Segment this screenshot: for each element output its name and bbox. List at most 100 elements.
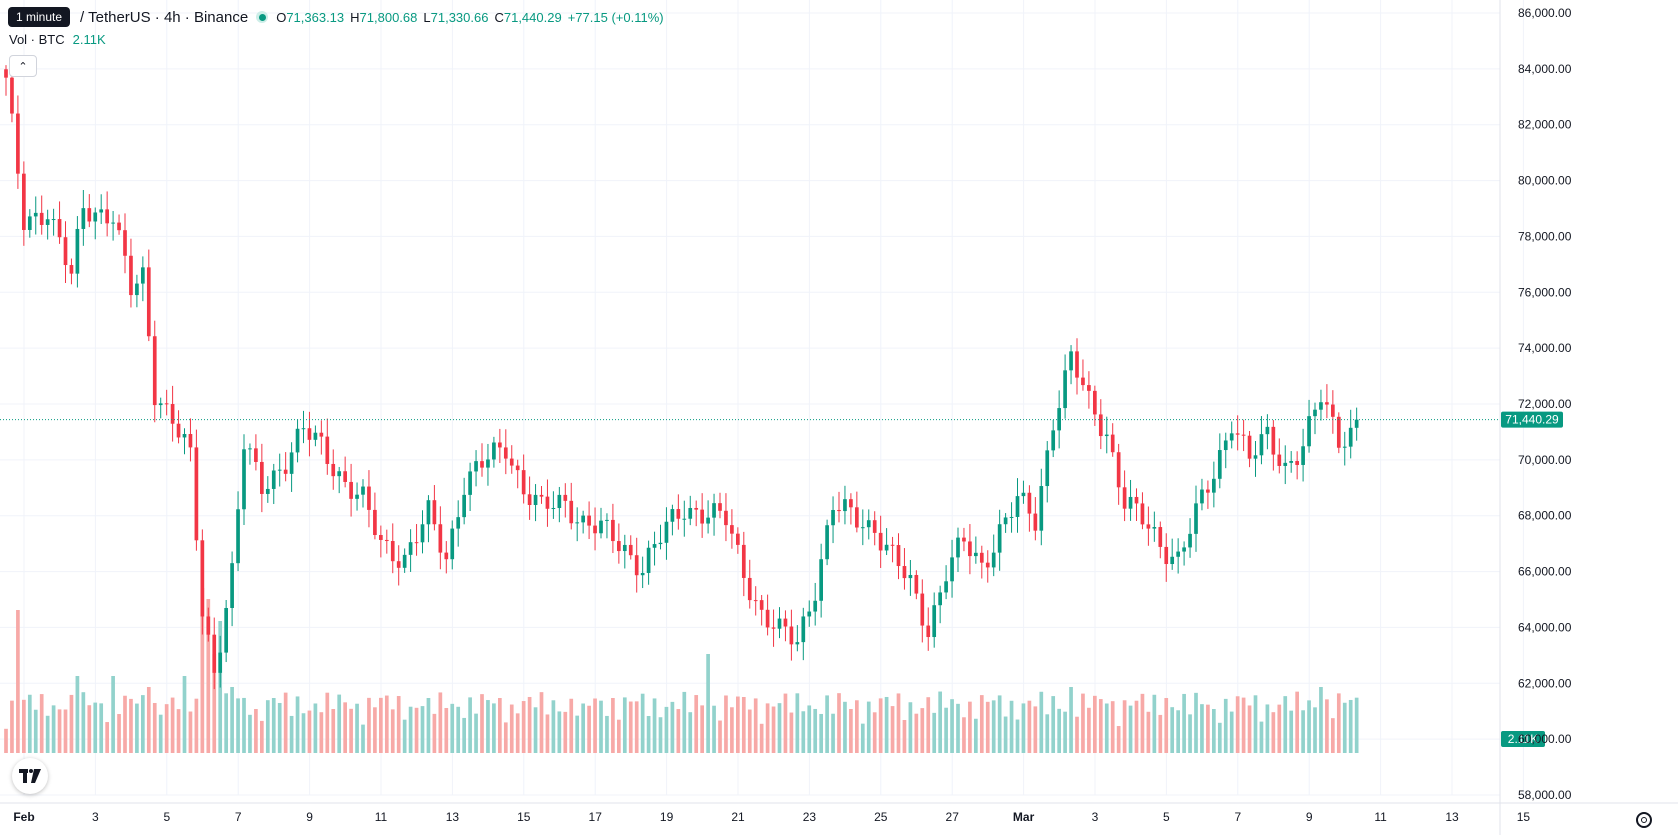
candle-body — [944, 581, 948, 593]
volume-bar — [1313, 707, 1317, 753]
candle-body — [27, 216, 32, 230]
candle-body — [1051, 430, 1056, 451]
candle-body — [1265, 426, 1270, 435]
volume-bar — [200, 588, 205, 753]
volume-bar — [1081, 693, 1085, 753]
y-tick-label: 86,000.00 — [1518, 6, 1572, 20]
candle-body — [1015, 496, 1020, 517]
x-tick-label: 23 — [803, 810, 817, 824]
volume-bar — [646, 716, 651, 753]
volume-bar — [373, 707, 377, 753]
y-tick-label: 84,000.00 — [1518, 62, 1572, 76]
volume-bar — [1176, 710, 1180, 753]
volume-bar — [1194, 692, 1198, 753]
candle-body — [87, 208, 92, 222]
x-tick-label: 7 — [235, 810, 242, 824]
volume-bar — [188, 711, 193, 753]
volume-bar — [1122, 700, 1127, 753]
candle-body — [831, 509, 835, 526]
candle-body — [795, 642, 800, 645]
candle-body — [301, 428, 306, 430]
volume-bar — [920, 708, 925, 753]
volume-bar — [1235, 696, 1240, 753]
gear-icon[interactable] — [1636, 812, 1652, 828]
price-axis[interactable]: 86,000.00 84,000.00 82,000.00 80,000.00 78,0… — [1499, 0, 1572, 835]
candle-body — [765, 609, 770, 628]
volume-bar — [182, 676, 187, 753]
y-tick-label: 70,000.00 — [1518, 453, 1572, 467]
volume-bar — [1182, 693, 1186, 753]
volume-bar — [985, 701, 990, 753]
market-status-icon[interactable] — [256, 11, 269, 23]
candle-body — [384, 539, 389, 542]
candle-body — [367, 486, 371, 510]
volume-bar — [1295, 691, 1299, 753]
volume-bar — [260, 720, 264, 753]
volume-bar — [777, 703, 782, 753]
candle-body — [111, 222, 115, 224]
volume-bar — [676, 709, 681, 753]
volume-bar — [872, 712, 877, 753]
candle-body — [1342, 446, 1347, 448]
volume-bar — [390, 709, 395, 753]
volume-bar — [343, 702, 347, 753]
candle-body — [736, 533, 740, 545]
volume-bar — [301, 713, 306, 753]
volume-bar — [414, 707, 419, 753]
last-price-badge — [1501, 411, 1563, 428]
candle-body — [587, 515, 591, 526]
volume-bar — [27, 694, 32, 753]
collapse-legend-button[interactable]: ⌃ — [9, 55, 37, 77]
volume-bar — [236, 698, 240, 753]
volume-bar — [57, 709, 62, 753]
volume-bar — [581, 703, 585, 753]
candle-body — [605, 519, 609, 521]
candle-body — [170, 404, 175, 424]
candle-body — [1063, 370, 1067, 409]
candle-body — [93, 212, 98, 222]
volume-bar — [658, 717, 663, 753]
volume-bar — [420, 706, 425, 753]
volume-bar — [45, 715, 50, 753]
volume-bar — [22, 699, 26, 753]
candle-body — [361, 486, 365, 495]
volume-bar — [968, 701, 972, 753]
volume-bar — [1045, 714, 1050, 753]
volume-bar — [450, 703, 455, 753]
candle-body — [884, 544, 889, 551]
tradingview-logo-icon[interactable] — [12, 758, 48, 794]
volume-bar — [117, 714, 121, 753]
volume-legend-name: Vol · BTC — [9, 32, 65, 47]
y-tick-label: 64,000.00 — [1518, 620, 1572, 634]
volume-bar — [694, 695, 699, 753]
candle-body — [230, 563, 234, 608]
y-tick-label: 80,000.00 — [1518, 174, 1572, 188]
candle-body — [414, 542, 419, 544]
candle-body — [676, 509, 681, 519]
x-tick-label: 15 — [517, 810, 531, 824]
candle-body — [402, 554, 407, 568]
time-axis[interactable]: Feb 3 5 7 9 11 13 15 17 19 21 23 25 27 Mar 3 5 7 9 11 13 15 — [0, 802, 1678, 824]
volume-bar — [254, 709, 258, 753]
ohlc-values: O71,363.13 H71,800.68 L71,330.66 C71,440… — [276, 10, 663, 25]
volume-bar — [164, 704, 169, 753]
volume-bar — [396, 696, 401, 753]
candle-body — [1116, 452, 1121, 488]
volume-bar — [819, 713, 823, 753]
volume-bar — [884, 696, 889, 753]
candle-body — [4, 69, 8, 78]
candle-body — [1081, 377, 1085, 386]
candle-body — [271, 470, 276, 489]
volume-bar — [379, 697, 383, 753]
open-key: O — [276, 9, 287, 25]
candle-body — [1176, 551, 1180, 557]
volume-bar — [509, 704, 514, 753]
last-volume-label: 2.11K — [1508, 732, 1538, 746]
candle-body — [1093, 390, 1097, 415]
volume-bar — [158, 714, 163, 753]
symbol-title[interactable]: / TetherUS · 4h · Binance — [80, 8, 249, 26]
candle-body — [1039, 486, 1044, 531]
candle-body — [1319, 402, 1323, 410]
candle-body — [75, 228, 80, 274]
